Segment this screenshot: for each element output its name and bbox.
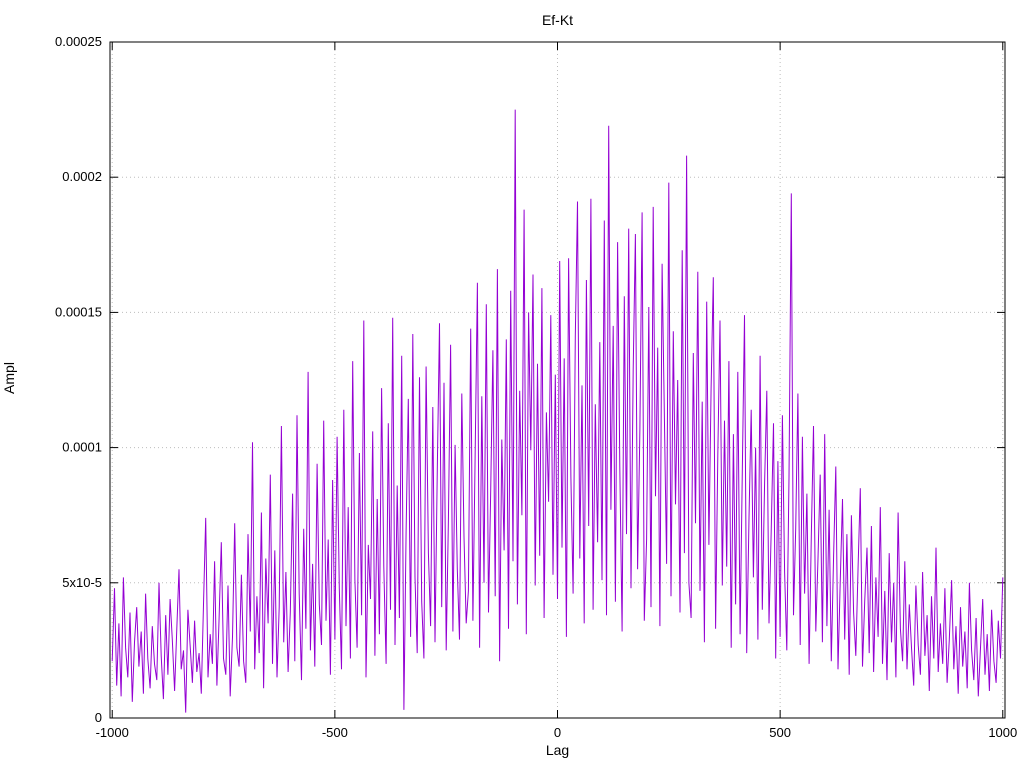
y-tick-label: 0.0001 bbox=[62, 440, 102, 455]
y-tick-label: 0 bbox=[95, 710, 102, 725]
plot-border bbox=[109, 41, 1006, 719]
y-tick-label: 0.0002 bbox=[62, 169, 102, 184]
x-axis-label: Lag bbox=[545, 742, 570, 758]
x-tick-label: 1000 bbox=[988, 725, 1017, 740]
y-tick-label: 0.00015 bbox=[55, 304, 102, 319]
x-tick-label: -1000 bbox=[96, 725, 129, 740]
y-axis-label: Ampl bbox=[1, 362, 17, 394]
y-tick-label: 5x10-5 bbox=[62, 575, 102, 590]
y-tick-label: 0.00025 bbox=[55, 34, 102, 49]
chart-title: Ef-Kt bbox=[541, 12, 574, 28]
x-tick-label: 500 bbox=[769, 725, 791, 740]
data-series-line bbox=[111, 109, 1004, 713]
x-tick-label: -500 bbox=[322, 725, 348, 740]
x-tick-label: 0 bbox=[554, 725, 561, 740]
